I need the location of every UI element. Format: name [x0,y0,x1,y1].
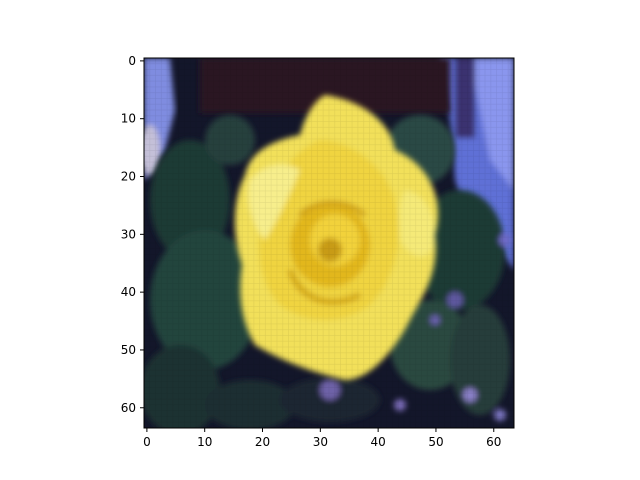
y-tick-label: 30 [121,227,136,241]
x-tick-label: 10 [197,435,212,449]
y-tick-label: 0 [128,54,136,68]
x-axis-ticks: 0 10 20 30 40 50 60 [143,428,501,449]
x-tick-label: 20 [255,435,270,449]
x-tick-label: 50 [428,435,443,449]
y-tick-label: 60 [121,401,136,415]
y-tick-label: 50 [121,343,136,357]
x-tick-label: 0 [143,435,151,449]
axes-frame [143,57,515,429]
y-tick-label: 10 [121,112,136,126]
y-tick-label: 20 [121,170,136,184]
x-tick-label: 30 [313,435,328,449]
x-tick-label: 40 [371,435,386,449]
y-axis-ticks: 0 10 20 30 40 50 60 [121,54,144,415]
y-tick-label: 40 [121,285,136,299]
image-area [144,58,514,428]
x-tick-label: 60 [486,435,501,449]
